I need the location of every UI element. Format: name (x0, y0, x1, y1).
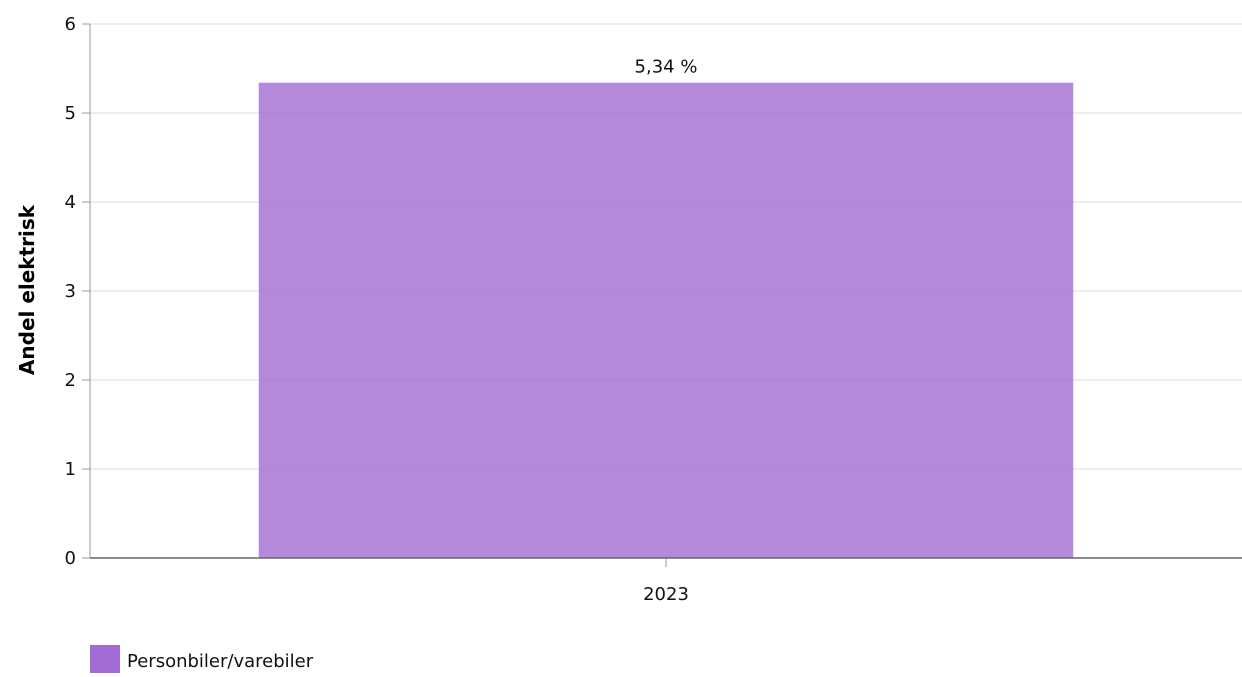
y-tick-label: 6 (65, 14, 76, 35)
tick-labels: 0 1 2 3 4 5 6 5,34 % 2023 (65, 14, 698, 605)
data-label: 5,34 % (635, 57, 698, 78)
y-tick-label: 1 (65, 459, 76, 480)
legend-swatch (90, 645, 120, 673)
y-tick-label: 5 (65, 103, 76, 124)
legend-label: Personbiler/varebiler (127, 651, 314, 672)
y-tick-label: 0 (65, 548, 76, 569)
bar-series (258, 82, 1074, 559)
axes (82, 23, 1242, 567)
bar (258, 82, 1074, 559)
legend[interactable]: Personbiler/varebiler (90, 645, 314, 673)
y-axis-title: Andel elektrisk (15, 204, 39, 375)
x-tick-label: 2023 (643, 584, 689, 605)
y-tick-label: 3 (65, 281, 76, 302)
y-tick-label: 4 (65, 192, 76, 213)
y-tick-label: 2 (65, 370, 76, 391)
